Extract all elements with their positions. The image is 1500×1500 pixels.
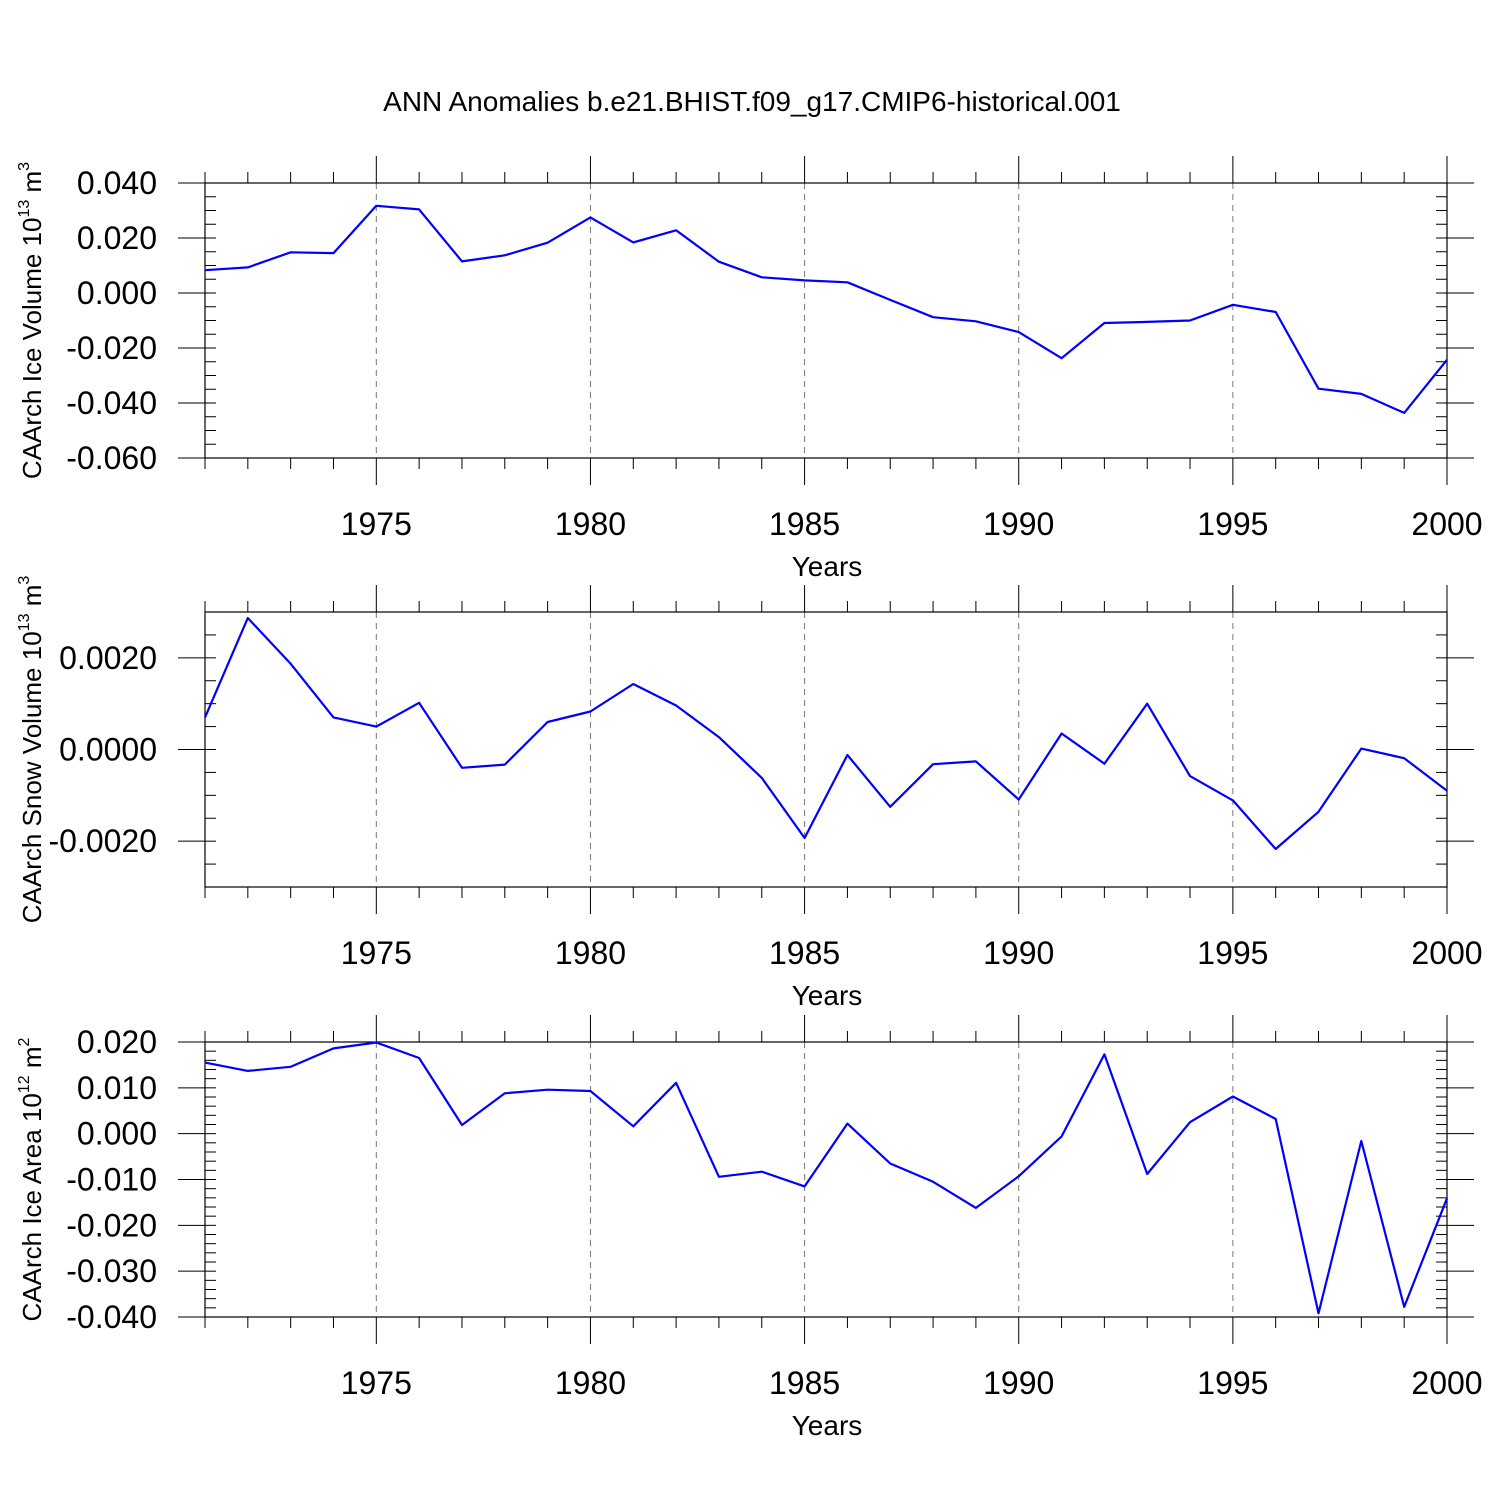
series-line (204, 204, 1448, 414)
chart-title: ANN Anomalies b.e21.BHIST.f09_g17.CMIP6-… (383, 86, 1121, 117)
series-line (203, 616, 1448, 851)
y-axis-label: CAArch Ice Area 1012 m2 (16, 1037, 47, 1321)
plot-frame (204, 611, 1448, 888)
x-tick-label: 1985 (769, 935, 840, 971)
x-tick-label: 2000 (1411, 506, 1482, 542)
x-axis-label: Years (792, 1410, 863, 1441)
y-tick-label: 0.0000 (59, 732, 157, 768)
x-tick-label: 1985 (769, 1365, 840, 1401)
x-tick-label: 1975 (341, 1365, 412, 1401)
x-tick-label: 2000 (1411, 1365, 1482, 1401)
y-tick-label: -0.0020 (48, 823, 157, 859)
y-tick-label: 0.010 (77, 1070, 157, 1106)
y-tick-label: 0.0020 (59, 640, 157, 676)
y-tick-label: 0.000 (77, 275, 157, 311)
plot-frame (204, 182, 1448, 459)
x-tick-label: 2000 (1411, 935, 1482, 971)
x-tick-label: 1990 (983, 1365, 1054, 1401)
y-tick-label: -0.040 (66, 1299, 157, 1335)
plot-frame (204, 1041, 1448, 1318)
x-tick-label: 1985 (769, 506, 840, 542)
y-tick-label: -0.010 (66, 1162, 157, 1198)
y-tick-label: -0.020 (66, 1207, 157, 1243)
panel-2: -0.0020 0.0000 0.0020 1975 1980 1985 1990 1995 2… (16, 576, 1483, 1011)
y-tick-label: 0.020 (77, 220, 157, 256)
y-tick-label: 0.020 (77, 1024, 157, 1060)
y-tick-label: 0.040 (77, 165, 157, 201)
y-tick-label: -0.020 (66, 330, 157, 366)
x-tick-label: 1995 (1197, 935, 1268, 971)
y-tick-label: -0.030 (66, 1253, 157, 1289)
panels: -0.060 -0.040 -0.020 0.000 0.020 0.040 1975 198… (16, 156, 1483, 1441)
panel-3: -0.040 -0.030 -0.020 -0.010 0.000 0.010 0.020 1… (16, 1015, 1483, 1441)
x-tick-label: 1975 (341, 506, 412, 542)
series-line (204, 1041, 1449, 1315)
x-tick-label: 1995 (1197, 506, 1268, 542)
y-tick-label: -0.040 (66, 385, 157, 421)
x-axis-label: Years (792, 551, 863, 582)
y-tick-label: 0.000 (77, 1116, 157, 1152)
x-tick-label: 1995 (1197, 1365, 1268, 1401)
x-tick-label: 1975 (341, 935, 412, 971)
y-axis-label: CAArch Ice Volume 1013 m3 (16, 162, 47, 479)
y-axis-label: CAArch Snow Volume 1013 m3 (16, 576, 47, 924)
x-tick-label: 1980 (555, 506, 626, 542)
x-tick-label: 1980 (555, 935, 626, 971)
panel-1: -0.060 -0.040 -0.020 0.000 0.020 0.040 1975 198… (16, 156, 1483, 582)
x-tick-label: 1990 (983, 506, 1054, 542)
x-axis-label: Years (792, 980, 863, 1011)
x-tick-label: 1990 (983, 935, 1054, 971)
x-tick-label: 1980 (555, 1365, 626, 1401)
y-tick-label: -0.060 (66, 440, 157, 476)
